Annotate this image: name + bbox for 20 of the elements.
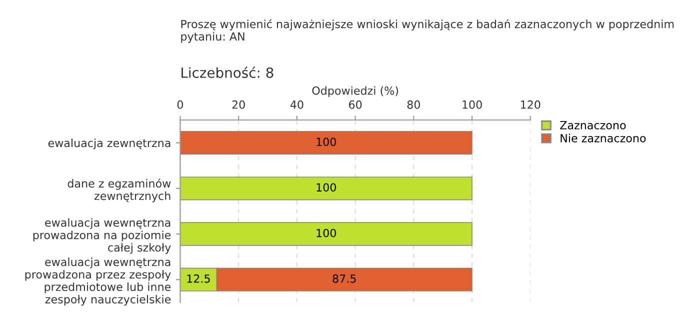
data-label: 100 — [316, 228, 336, 238]
data-label: 100 — [316, 183, 336, 192]
legend-label: Zaznaczono — [560, 121, 626, 130]
x-axis-title: Odpowiedzi (%) — [312, 86, 398, 97]
x-tick-label: 20 — [232, 100, 245, 109]
data-label: 100 — [316, 138, 336, 146]
y-tick-label: ewaluacja wewnętrzna prowadzona przez zespoły przedmiotowe lub inne zespoły nauczycielskie — [25, 258, 171, 306]
chart-title: Proszę wymienić najważniejsze wnioski wynikające z badań zaznaczonych w poprzednim pytaniu: AN — [181, 19, 674, 43]
y-tick-label: dane z egzaminów zewnętrznych — [68, 178, 171, 202]
legend-label: Nie zaznaczono — [560, 134, 646, 142]
x-tick-label: 80 — [407, 100, 420, 109]
x-tick-label: 0 — [177, 100, 183, 109]
x-tick-label: 40 — [290, 100, 304, 109]
data-label: 12.5 — [187, 274, 210, 283]
y-tick-label: ewaluacja zewnętrzna — [48, 138, 170, 150]
chart-subtitle: Liczebność: 8 — [182, 66, 274, 78]
x-tick-label: 120 — [521, 100, 540, 109]
data-label: 87.5 — [332, 274, 356, 283]
x-tick-label: 60 — [349, 100, 362, 109]
x-tick-label: 100 — [462, 100, 482, 109]
